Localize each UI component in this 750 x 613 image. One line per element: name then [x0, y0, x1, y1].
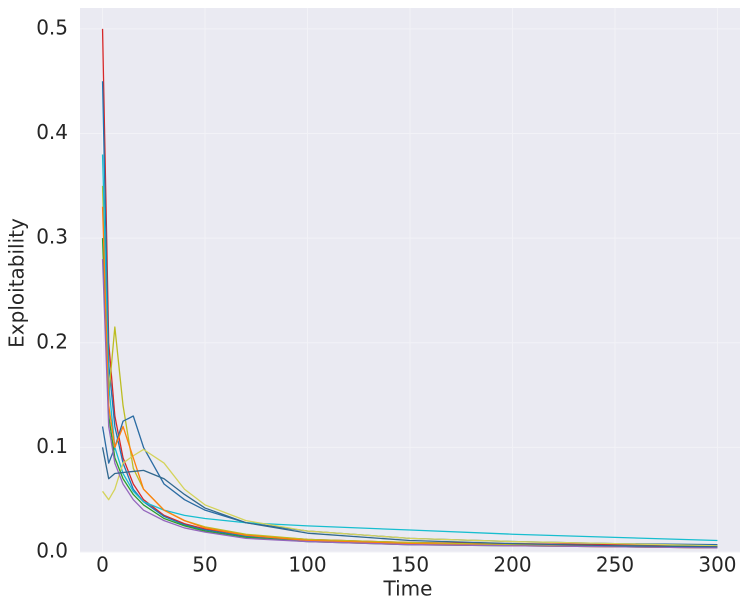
- y-tick-label: 0.3: [36, 225, 68, 249]
- line-series: [101, 154, 718, 542]
- y-tick-label: 0.5: [36, 15, 68, 39]
- x-tick-label: 150: [391, 553, 429, 577]
- line-series: [101, 28, 718, 547]
- y-tick-label: 0.4: [36, 120, 68, 144]
- line-series: [102, 448, 718, 547]
- y-tick-label: 0.2: [36, 329, 68, 353]
- x-axis-label: Time: [383, 577, 433, 601]
- line-series: [101, 447, 718, 548]
- x-tick-label: 100: [288, 553, 326, 577]
- x-tick-label: 300: [698, 553, 736, 577]
- line-series: [101, 259, 718, 549]
- x-tick-label: 250: [596, 553, 634, 577]
- y-tick-label: 0.1: [36, 434, 68, 458]
- y-tick-label: 0.0: [36, 539, 68, 563]
- y-axis-label: Exploitability: [5, 218, 29, 348]
- x-tick-label: 50: [192, 553, 217, 577]
- x-tick-label: 200: [493, 553, 531, 577]
- x-tick-label: 0: [96, 553, 109, 577]
